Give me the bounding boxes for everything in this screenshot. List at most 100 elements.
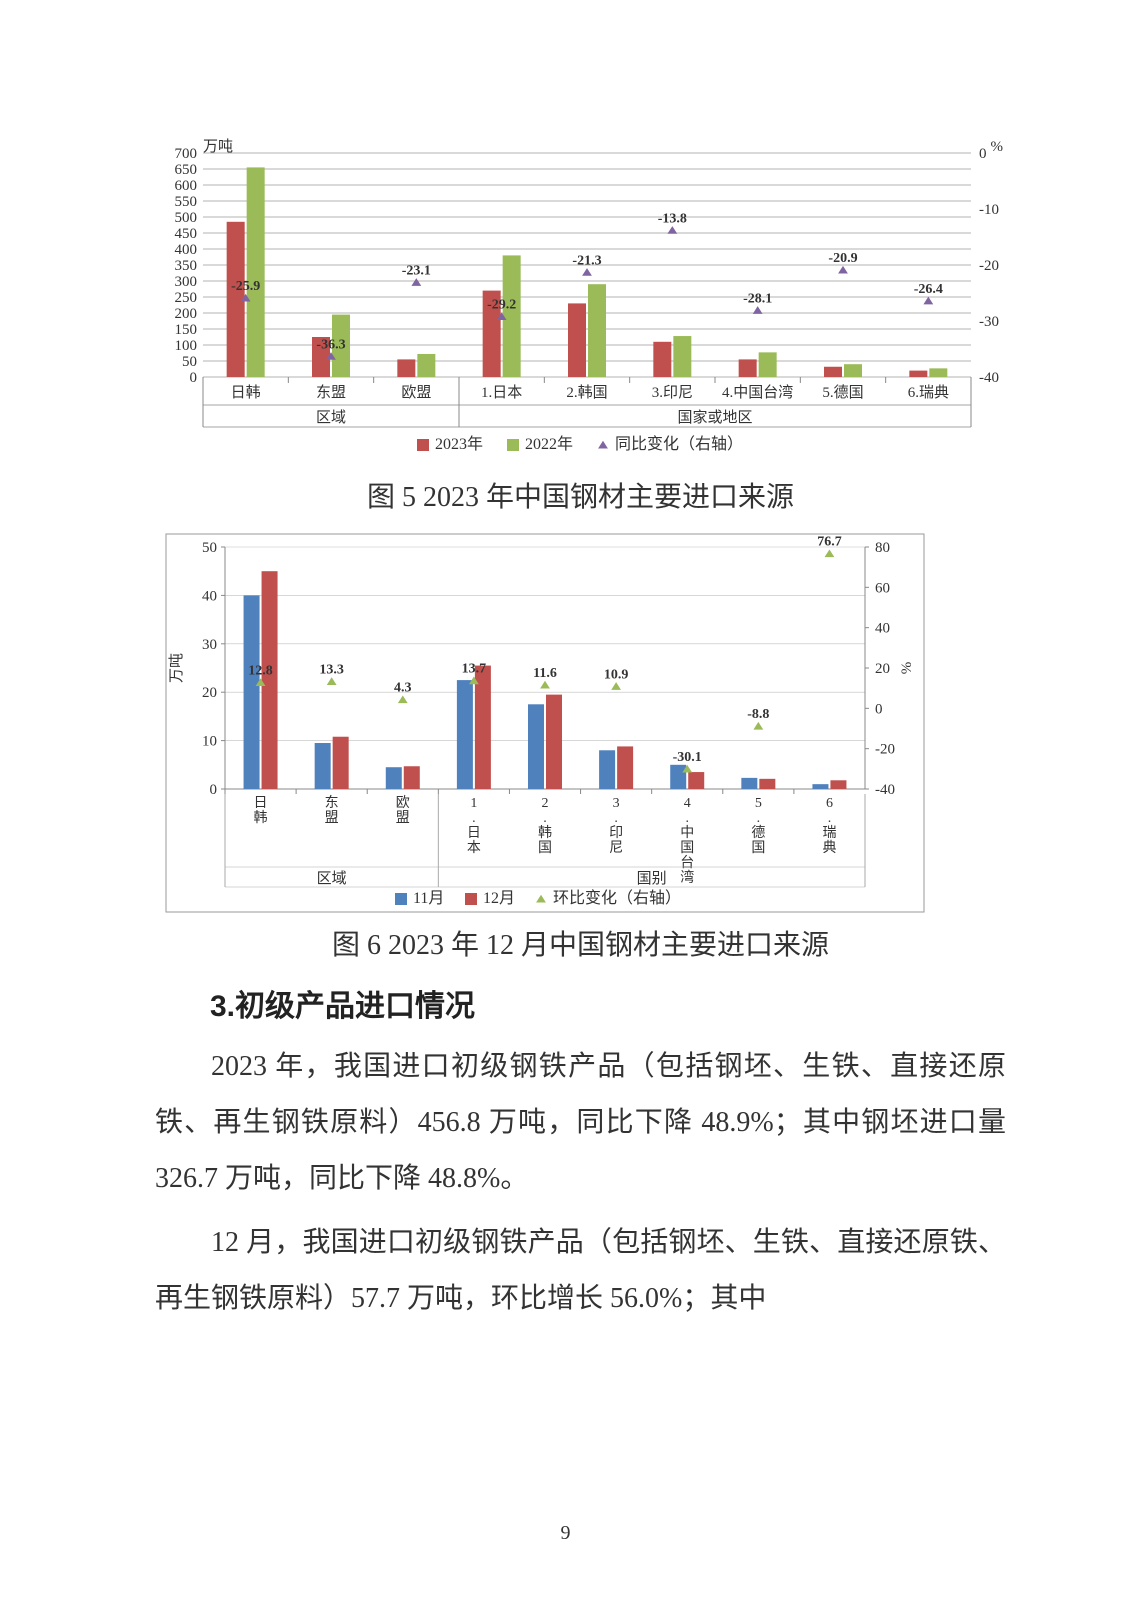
svg-text:盟: 盟	[325, 811, 339, 826]
svg-text:4.3: 4.3	[394, 681, 412, 696]
svg-text:0: 0	[210, 782, 218, 798]
chart-5-caption: 图 5 2023 年中国钢材主要进口来源	[155, 475, 1006, 515]
svg-text:日韩: 日韩	[231, 384, 261, 401]
svg-text:13.3: 13.3	[319, 663, 344, 678]
svg-text:.: .	[614, 811, 618, 826]
svg-text:.: .	[828, 811, 832, 826]
svg-text:30: 30	[202, 637, 217, 653]
svg-text:2023年: 2023年	[435, 435, 483, 453]
body-paragraph-2: 12 月，我国进口初级钢铁产品（包括钢坯、生铁、直接还原铁、再生钢铁原料）57.…	[155, 1215, 1006, 1327]
svg-text:11.6: 11.6	[533, 666, 557, 681]
svg-text:20: 20	[875, 661, 890, 677]
svg-text:400: 400	[175, 242, 198, 258]
svg-text:12.8: 12.8	[248, 664, 272, 679]
svg-text:-25.9: -25.9	[231, 279, 260, 294]
svg-text:印: 印	[609, 825, 623, 841]
svg-text:0: 0	[875, 701, 883, 717]
svg-text:-30: -30	[979, 314, 999, 330]
svg-text:76.7: 76.7	[817, 535, 842, 550]
svg-text:60: 60	[875, 580, 890, 596]
svg-text:.: .	[685, 811, 689, 826]
svg-text:韩: 韩	[538, 825, 552, 841]
svg-text:20: 20	[202, 685, 217, 701]
svg-text:区域: 区域	[316, 409, 346, 426]
svg-text:.: .	[543, 811, 547, 826]
svg-text:-28.1: -28.1	[743, 291, 772, 306]
svg-text:10: 10	[202, 734, 217, 750]
svg-text:-10: -10	[979, 202, 999, 218]
svg-text:100: 100	[175, 338, 198, 354]
svg-text:-40: -40	[979, 370, 999, 386]
svg-text:250: 250	[175, 290, 198, 306]
svg-text:瑞: 瑞	[822, 825, 836, 841]
svg-text:%: %	[991, 139, 1004, 155]
svg-text:80: 80	[875, 540, 890, 556]
svg-text:13.7: 13.7	[462, 662, 487, 677]
svg-text:2022年: 2022年	[525, 435, 573, 453]
svg-text:12月: 12月	[483, 890, 515, 907]
document-page: 0501001502002503003504004505005506006507…	[0, 0, 1131, 1600]
chart-6-container: 01020304050万吨-40-20020406080%12.8日韩13.3东…	[155, 533, 1006, 913]
chart-5-container: 0501001502002503003504004505005506006507…	[155, 135, 1006, 465]
chart-6-caption: 图 6 2023 年 12 月中国钢材主要进口来源	[155, 923, 1006, 963]
svg-text:日: 日	[254, 796, 268, 811]
svg-text:600: 600	[175, 178, 198, 194]
svg-text:欧盟: 欧盟	[401, 384, 431, 401]
svg-text:1: 1	[470, 796, 477, 811]
svg-text:欧: 欧	[396, 795, 410, 811]
svg-text:环比变化（右轴）: 环比变化（右轴）	[553, 889, 681, 907]
svg-text:-20: -20	[875, 742, 895, 758]
svg-text:%: %	[899, 662, 915, 675]
svg-text:台: 台	[680, 855, 694, 871]
svg-text:东: 东	[325, 795, 339, 811]
svg-text:尼: 尼	[609, 841, 623, 856]
svg-text:2.韩国: 2.韩国	[566, 384, 607, 401]
svg-text:50: 50	[202, 540, 217, 556]
svg-text:200: 200	[175, 306, 198, 322]
chart-6: 01020304050万吨-40-20020406080%12.8日韩13.3东…	[165, 533, 925, 913]
svg-text:4.中国台湾: 4.中国台湾	[722, 384, 793, 401]
svg-text:-36.3: -36.3	[316, 337, 345, 352]
svg-text:-23.1: -23.1	[402, 263, 431, 278]
svg-text:300: 300	[175, 274, 198, 290]
chart-5: 0501001502002503003504004505005506006507…	[155, 135, 1015, 465]
svg-text:中: 中	[680, 825, 694, 841]
svg-text:-40: -40	[875, 782, 895, 798]
svg-text:区域: 区域	[317, 870, 347, 887]
svg-text:40: 40	[202, 588, 217, 604]
svg-text:日: 日	[467, 826, 481, 841]
svg-text:-26.4: -26.4	[914, 282, 943, 297]
svg-text:德: 德	[751, 825, 765, 841]
svg-text:5: 5	[755, 796, 762, 811]
svg-text:3.印尼: 3.印尼	[652, 384, 693, 401]
svg-text:2: 2	[542, 796, 549, 811]
svg-text:4: 4	[684, 796, 691, 811]
svg-text:40: 40	[875, 621, 890, 637]
svg-text:5.德国: 5.德国	[822, 383, 863, 401]
svg-text:550: 550	[175, 194, 198, 210]
svg-text:700: 700	[175, 146, 198, 162]
svg-text:东盟: 东盟	[316, 384, 346, 401]
svg-text:3: 3	[613, 796, 620, 811]
svg-text:10.9: 10.9	[604, 667, 629, 682]
svg-text:-21.3: -21.3	[572, 253, 601, 268]
svg-text:6.瑞典: 6.瑞典	[908, 384, 949, 401]
svg-text:150: 150	[175, 322, 198, 338]
body-paragraph-1: 2023 年，我国进口初级钢铁产品（包括钢坯、生铁、直接还原铁、再生钢铁原料）4…	[155, 1039, 1006, 1207]
svg-text:典: 典	[822, 840, 836, 856]
svg-text:万吨: 万吨	[168, 653, 185, 683]
svg-text:-20: -20	[979, 258, 999, 274]
svg-text:国: 国	[751, 841, 765, 856]
svg-text:.: .	[472, 811, 476, 826]
svg-text:-29.2: -29.2	[487, 298, 516, 313]
svg-text:11月: 11月	[413, 890, 444, 907]
svg-text:国别: 国别	[637, 870, 667, 887]
page-number: 9	[0, 1522, 1131, 1545]
svg-text:-13.8: -13.8	[658, 211, 687, 226]
svg-text:-8.8: -8.8	[747, 707, 769, 722]
svg-text:500: 500	[175, 210, 198, 226]
svg-text:湾: 湾	[680, 869, 694, 886]
svg-text:.: .	[757, 811, 761, 826]
svg-text:万吨: 万吨	[203, 138, 233, 155]
svg-text:国: 国	[680, 841, 694, 856]
